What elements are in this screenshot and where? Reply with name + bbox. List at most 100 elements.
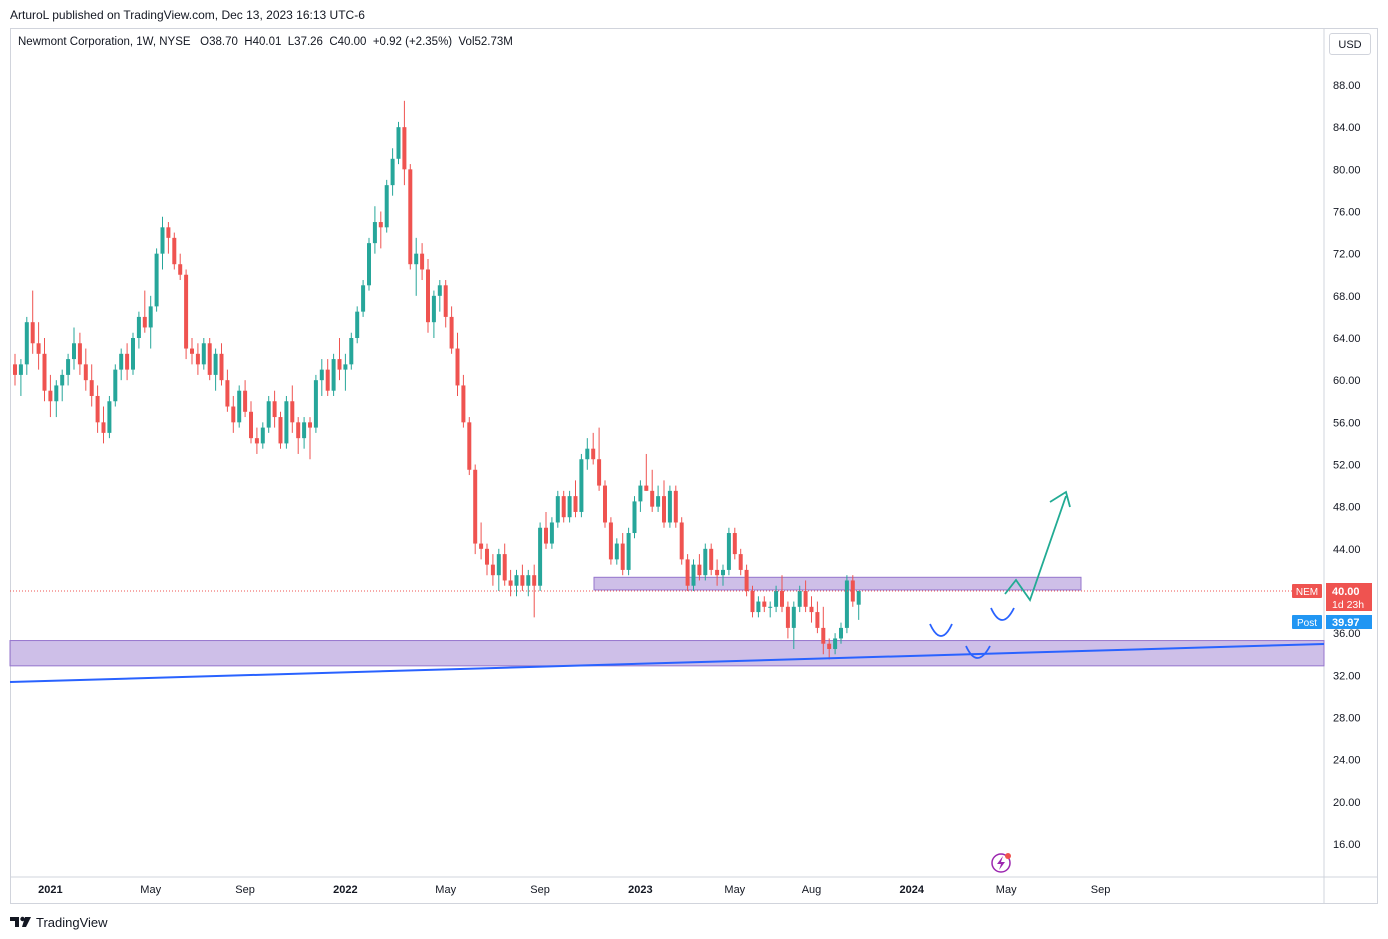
candle-body <box>137 317 141 338</box>
candle <box>391 148 395 195</box>
candle <box>31 291 35 354</box>
candle-body <box>125 354 129 370</box>
price-tick-label: 20.00 <box>1333 797 1361 809</box>
footer-branding[interactable]: TradingView <box>10 912 108 932</box>
candle-body <box>497 554 501 575</box>
candle <box>349 333 353 370</box>
resistance-zone <box>594 577 1081 590</box>
candle-body <box>343 364 347 369</box>
candle-body <box>450 317 454 349</box>
candle-body <box>780 591 784 607</box>
time-tick-label: Sep <box>1091 884 1111 896</box>
candle-body <box>320 370 324 381</box>
candle <box>90 364 94 406</box>
candle <box>461 375 465 428</box>
candle <box>603 480 607 527</box>
candle-body <box>798 591 802 607</box>
time-tick-label: Aug <box>802 884 822 896</box>
price-tick-label: 84.00 <box>1333 122 1361 134</box>
price-tick-label: 24.00 <box>1333 755 1361 767</box>
price-tick-label: 72.00 <box>1333 249 1361 261</box>
candle-body <box>172 238 176 264</box>
candle <box>857 591 861 620</box>
candle <box>745 565 749 597</box>
candle-body <box>102 422 106 433</box>
price-tick-label: 76.00 <box>1333 207 1361 219</box>
legend-symbol: Newmont Corporation, 1W, NYSE <box>18 36 191 48</box>
candle <box>627 528 631 575</box>
candle-body <box>456 349 460 386</box>
candles-layer <box>13 101 861 660</box>
candle-body <box>385 185 389 227</box>
candle <box>102 407 106 444</box>
chart-svg[interactable]: 88.0084.0080.0076.0072.0068.0064.0060.00… <box>0 0 1388 939</box>
candle <box>19 359 23 396</box>
candle <box>609 517 613 564</box>
events-lightning-icon[interactable] <box>992 853 1011 872</box>
candle <box>255 428 259 454</box>
post-price-value: 39.97 <box>1332 617 1360 629</box>
candle-body <box>774 591 778 607</box>
candle-body <box>113 370 117 402</box>
candle <box>184 269 188 359</box>
candle-body <box>633 501 637 533</box>
candle-body <box>25 322 29 364</box>
candle-body <box>402 127 406 169</box>
candle <box>78 333 82 375</box>
candle-body <box>727 533 731 570</box>
candle <box>526 570 530 596</box>
candle <box>556 491 560 528</box>
candle-body <box>532 575 536 586</box>
candle-body <box>208 343 212 375</box>
candle <box>367 238 371 291</box>
candle <box>54 380 58 417</box>
candle <box>332 354 336 396</box>
candle-body <box>391 159 395 185</box>
legend-change: +0.92 (+2.35%) <box>373 36 452 48</box>
candle-body <box>526 575 530 586</box>
candle <box>48 375 52 417</box>
candle <box>267 396 271 433</box>
candle-body <box>650 491 654 507</box>
candle <box>343 354 347 391</box>
time-tick-label: May <box>140 884 161 896</box>
candle <box>680 517 684 564</box>
currency-selector[interactable]: USD <box>1329 33 1371 55</box>
candle-body <box>467 422 471 469</box>
legend-open: O38.70 <box>200 36 238 48</box>
candle <box>538 522 542 591</box>
candle-body <box>267 401 271 427</box>
candle-body <box>556 496 560 522</box>
candle-body <box>538 528 542 586</box>
candle-body <box>414 254 418 265</box>
candle <box>450 306 454 353</box>
candle <box>703 544 707 581</box>
time-axis[interactable]: 2021 May Sep 2022 May Sep 2023 May Aug 2024 May Sep <box>38 884 1110 896</box>
candle-body <box>438 285 442 296</box>
candle-body <box>43 354 47 391</box>
price-axis[interactable]: 88.00 84.00 80.00 76.00 72.00 68.00 64.00 60.00… <box>1333 80 1361 851</box>
candle <box>208 338 212 380</box>
candle <box>762 596 766 612</box>
candle-body <box>692 565 696 586</box>
candle <box>585 438 589 470</box>
candle-body <box>19 364 23 375</box>
candle-body <box>597 459 601 485</box>
candle-body <box>60 375 64 386</box>
candle-body <box>615 544 619 560</box>
candle <box>697 554 701 580</box>
candle-body <box>745 570 749 591</box>
symbol-legend[interactable]: Newmont Corporation, 1W, NYSE O38.70 H40… <box>18 36 513 48</box>
candle-body <box>367 243 371 285</box>
candle <box>650 470 654 512</box>
candle-body <box>668 491 672 523</box>
candle <box>756 596 760 617</box>
candle <box>149 296 153 349</box>
candle-body <box>479 544 483 549</box>
candle-body <box>792 607 796 628</box>
candle-body <box>697 565 701 576</box>
candle <box>467 417 471 475</box>
candle-body <box>202 343 206 364</box>
candle <box>397 122 401 164</box>
candle-body <box>131 338 135 370</box>
